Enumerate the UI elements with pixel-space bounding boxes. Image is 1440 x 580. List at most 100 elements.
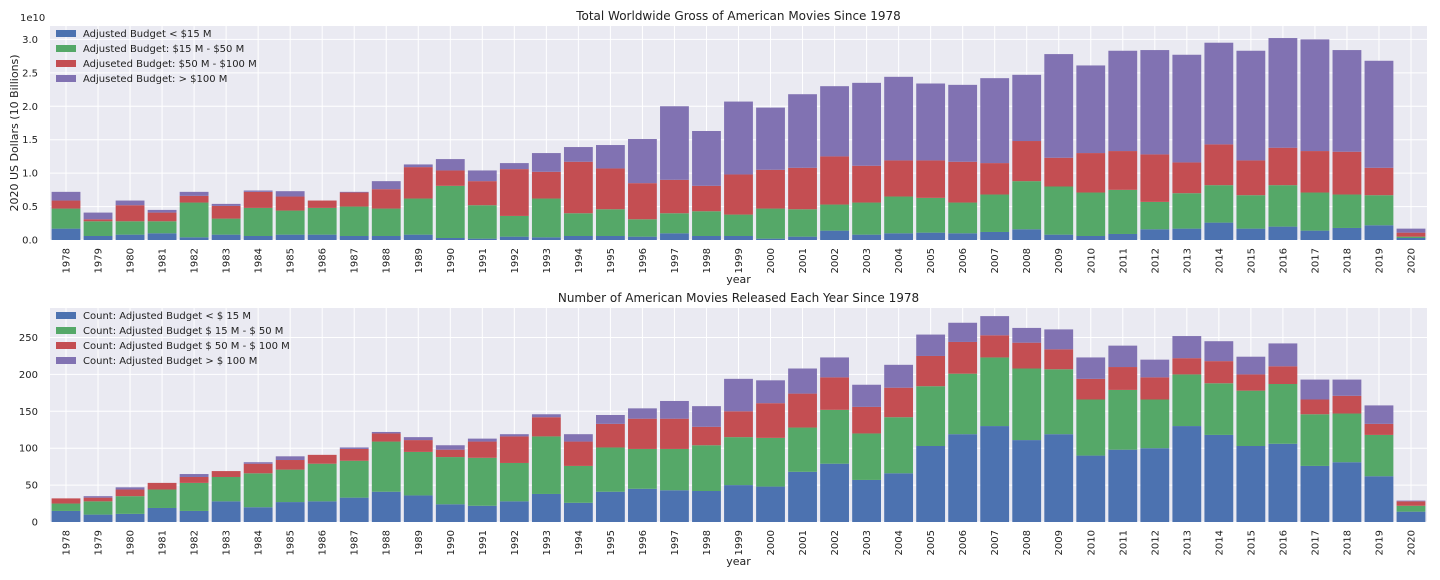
bar-1999-series-2	[724, 214, 753, 236]
x-tick-label: 2016	[1278, 530, 1289, 555]
bar-1983-series-3	[211, 471, 241, 477]
bar-2008-series-4	[1012, 74, 1042, 142]
bar-2015-series-1	[1236, 445, 1266, 522]
bar-2007-series-3	[980, 335, 1010, 358]
bar-1996-series-4	[628, 408, 657, 419]
x-tick-label: 2007	[990, 248, 1001, 273]
legend-swatch	[56, 45, 76, 52]
x-tick-label: 1986	[318, 530, 329, 555]
x-tick-label: 2002	[830, 530, 841, 555]
bar-1995-series-4	[595, 415, 625, 424]
x-tick-label: 1980	[126, 248, 137, 273]
bar-1994-series-3	[563, 161, 593, 214]
x-tick-label: 2004	[894, 530, 905, 555]
bar-2007-series-2	[980, 357, 1010, 427]
bar-2012-series-3	[1140, 377, 1170, 400]
bar-1980-series-4	[115, 487, 145, 490]
bar-2016-series-2	[1268, 185, 1298, 227]
legend-swatch	[56, 342, 76, 349]
bar-2017-series-1	[1300, 465, 1330, 522]
bar-2019-series-3	[1364, 423, 1394, 435]
bar-2020-series-3	[1396, 232, 1426, 237]
bar-1993-series-4	[531, 153, 561, 172]
bar-1983-series-4	[211, 203, 241, 206]
bar-2000-series-4	[756, 380, 785, 404]
bar-2010-series-2	[1076, 399, 1106, 456]
bar-2002-series-1	[820, 463, 849, 522]
bar-2003-series-1	[852, 479, 882, 522]
bar-1989-series-3	[403, 167, 433, 199]
bar-1998-series-1	[692, 235, 721, 240]
bar-1983-series-2	[211, 218, 241, 235]
x-tick-label: 2018	[1342, 530, 1353, 555]
bar-1997-series-2	[660, 448, 689, 491]
bar-1989-series-2	[403, 198, 433, 235]
bar-2002-series-2	[820, 204, 849, 231]
bar-1987-series-3	[339, 192, 369, 207]
bar-1994-series-4	[563, 434, 593, 442]
bar-1995-series-2	[595, 447, 625, 492]
bar-2011-series-4	[1108, 345, 1138, 368]
bar-1986-series-3	[307, 454, 337, 464]
bar-1985-series-1	[275, 234, 305, 240]
bar-1988-series-2	[371, 208, 401, 236]
bar-1981-series-1	[147, 507, 177, 522]
bar-2009-series-2	[1044, 369, 1074, 435]
bar-2004-series-2	[884, 196, 914, 234]
bar-1988-series-4	[371, 181, 401, 190]
legend-swatch	[56, 75, 76, 82]
bar-2013-series-2	[1172, 193, 1202, 229]
bar-2004-series-4	[884, 76, 914, 161]
bar-2017-series-2	[1300, 414, 1330, 466]
bar-1980-series-2	[115, 221, 145, 235]
x-tick-label: 1992	[510, 248, 521, 273]
y-tick-label: 200	[19, 370, 38, 381]
y-tick-label: 0	[32, 518, 38, 529]
bar-1996-series-1	[628, 236, 657, 240]
x-axis-label: year	[726, 273, 751, 286]
bar-1987-series-2	[339, 206, 369, 236]
bar-1986-series-1	[307, 501, 337, 522]
bar-1987-series-4	[339, 191, 369, 193]
bar-2009-series-1	[1044, 234, 1074, 240]
x-tick-label: 1984	[254, 530, 265, 555]
bar-1996-series-4	[628, 139, 657, 184]
bar-1979-series-2	[83, 221, 113, 236]
bar-2019-series-4	[1364, 60, 1394, 168]
x-tick-label: 2013	[1182, 530, 1193, 555]
bar-1999-series-3	[724, 411, 753, 438]
y-tick-label: 2.0	[22, 102, 38, 113]
bar-2011-series-4	[1108, 50, 1138, 152]
bar-2012-series-3	[1140, 154, 1170, 202]
x-tick-label: 2000	[766, 248, 777, 273]
x-tick-label: 2016	[1278, 248, 1289, 273]
bar-2004-series-2	[884, 417, 914, 474]
bar-2006-series-3	[948, 341, 978, 374]
bar-1984-series-1	[243, 235, 273, 240]
bar-1980-series-4	[115, 200, 145, 206]
bar-1979-series-4	[83, 212, 113, 220]
x-tick-label: 2007	[990, 530, 1001, 555]
bar-2003-series-2	[852, 433, 882, 480]
bar-2000-series-3	[756, 403, 785, 438]
x-tick-label: 1988	[382, 248, 393, 273]
x-tick-label: 1985	[286, 530, 297, 555]
bar-2015-series-3	[1236, 160, 1266, 196]
bar-1990-series-2	[435, 457, 465, 505]
y-tick-label: 50	[25, 481, 38, 492]
x-tick-label: 1994	[574, 530, 585, 555]
x-tick-label: 2010	[1086, 530, 1097, 555]
bar-1992-series-3	[499, 436, 529, 463]
bar-2007-series-4	[980, 78, 1010, 164]
bar-2019-series-1	[1364, 476, 1394, 522]
x-tick-label: 2014	[1214, 530, 1225, 555]
bar-1998-series-3	[692, 185, 721, 212]
bar-1982-series-2	[179, 202, 209, 238]
bar-1988-series-1	[371, 235, 401, 240]
x-tick-label: 2004	[894, 248, 905, 273]
x-tick-label: 1982	[190, 530, 201, 555]
bar-2006-series-1	[948, 233, 978, 240]
bar-1984-series-1	[243, 507, 273, 522]
legend-entry: Count: Adjusted Budget > $ 100 M	[83, 356, 257, 367]
